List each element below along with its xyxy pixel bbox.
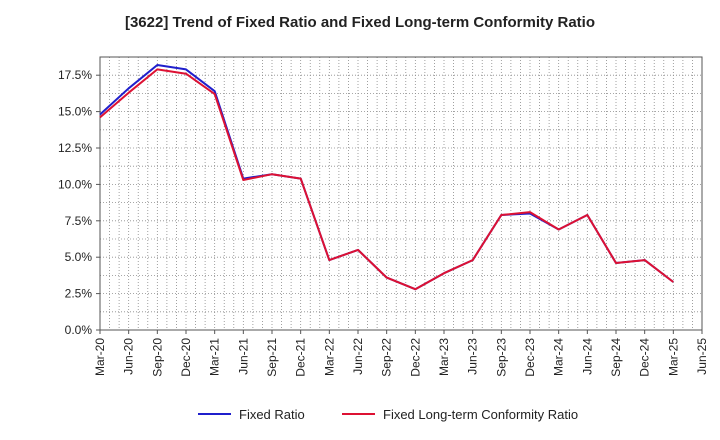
x-tick-label: Dec-23 — [523, 338, 537, 377]
x-tick-label: Mar-25 — [666, 338, 680, 376]
x-tick-label: Jun-21 — [236, 338, 250, 375]
series-lines — [99, 64, 674, 291]
y-tick-label: 12.5% — [58, 141, 92, 155]
y-tick-label: 0.0% — [65, 323, 93, 337]
x-tick-label: Jun-23 — [466, 338, 480, 375]
legend-label-1: Fixed Ratio — [239, 407, 305, 422]
axes: 0.0% 2.5% 5.0% 7.5% 10.0% 12.5% 15.0% 17.5% Mar-… — [58, 56, 709, 377]
series-line-2 — [99, 68, 674, 291]
x-tick-label: Mar-20 — [93, 338, 107, 376]
plot-area — [100, 57, 702, 330]
y-tick-label: 15.0% — [58, 105, 92, 119]
x-tick-label: Jun-24 — [580, 338, 594, 375]
legend-label-2: Fixed Long-term Conformity Ratio — [383, 407, 578, 422]
plot-border — [99, 56, 703, 331]
chart-title: [3622] Trend of Fixed Ratio and Fixed Lo… — [124, 14, 596, 31]
x-tick-label: Mar-24 — [552, 338, 566, 376]
x-tick-label: Dec-20 — [179, 338, 193, 377]
x-tick-label: Sep-23 — [494, 338, 508, 377]
y-tick-label: 2.5% — [65, 287, 93, 301]
legend: Fixed Ratio Fixed Long-term Conformity Ra… — [198, 407, 578, 422]
y-tick-label: 10.0% — [58, 177, 92, 191]
grid — [100, 57, 702, 330]
x-tick-label: Dec-22 — [408, 338, 422, 377]
x-tick-label: Mar-22 — [322, 338, 336, 376]
y-tick-label: 17.5% — [58, 68, 92, 82]
x-tick-label: Dec-24 — [638, 338, 652, 377]
x-tick-label: Mar-21 — [208, 338, 222, 376]
x-tick-label: Sep-21 — [265, 338, 279, 377]
x-tick-label: Dec-21 — [294, 338, 308, 377]
x-tick-label: Jun-22 — [351, 338, 365, 375]
x-tick-label: Jun-20 — [122, 338, 136, 375]
x-tick-label: Mar-23 — [437, 338, 451, 376]
y-tick-label: 5.0% — [65, 250, 93, 264]
x-tick-label: Sep-22 — [380, 338, 394, 377]
y-tick-label: 7.5% — [65, 214, 93, 228]
x-tick-label: Jun-25 — [695, 338, 709, 375]
x-tick-label: Sep-24 — [609, 338, 623, 377]
x-tick-label: Sep-20 — [150, 338, 164, 377]
